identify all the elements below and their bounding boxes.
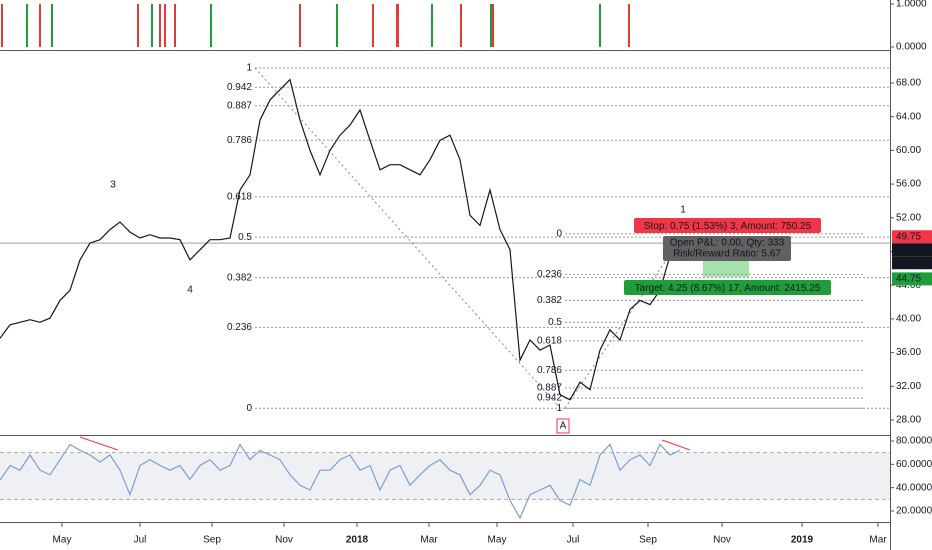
x-tick-label: Sep [639, 535, 657, 546]
wave-label: A [560, 421, 567, 432]
fib-label: 0 [556, 228, 562, 239]
wave-label: 3 [110, 180, 116, 191]
fib-label: 0.382 [227, 272, 252, 283]
y-tick-label: 56.00 [896, 179, 921, 190]
fib-label: 0.5 [548, 317, 562, 328]
fib-label: 0.236 [227, 322, 252, 333]
position-text: Stop: 0.75 (1.53%) 3, Amount: 750.25 [644, 221, 812, 232]
price-tag-label: 49.00 [896, 244, 921, 255]
fib-label: 0.382 [537, 295, 562, 306]
y-tick-label: 20.0000 [896, 506, 932, 517]
y-tick-label: 0.0000 [896, 42, 927, 53]
fib-label: 0 [246, 403, 252, 414]
position-box [663, 236, 791, 261]
fib-label: 0.618 [227, 191, 252, 202]
position-box [634, 218, 821, 233]
fib-label: 0.618 [537, 335, 562, 346]
x-tick-label: Mar [869, 535, 887, 546]
fib-label: 0.5 [238, 232, 252, 243]
price-line [0, 78, 681, 401]
fib-trend [564, 239, 681, 409]
fib-label: 0.236 [537, 269, 562, 280]
price-tag-label: 49.00 [896, 257, 921, 268]
x-tick-label: Jul [134, 535, 147, 546]
x-tick-label: May [488, 535, 507, 546]
x-tick-label: Jul [567, 535, 580, 546]
price-tag [892, 243, 932, 257]
divergence [79, 436, 119, 451]
position-text: Risk/Reward Ratio: 5.67 [673, 249, 781, 260]
fib-label: 0.942 [537, 393, 562, 404]
price-tag [892, 272, 932, 286]
fib-label: 0.786 [537, 365, 562, 376]
position-text: Open P&L: 0.00, Qty: 333 [670, 238, 785, 249]
fib-label: 1 [556, 403, 562, 414]
x-tick-label: Mar [420, 535, 438, 546]
y-tick-label: 1.0000 [896, 0, 927, 10]
x-tick-label: Sep [203, 535, 221, 546]
fib-label: 0.786 [227, 135, 252, 146]
wave-label: 4 [187, 285, 193, 296]
y-tick-label: 32.00 [896, 381, 921, 392]
y-tick-label: 64.00 [896, 111, 921, 122]
y-tick-label: 60.00 [896, 145, 921, 156]
target-zone [703, 258, 749, 277]
fib-label: 1 [246, 62, 252, 73]
x-tick-label: Nov [275, 535, 293, 546]
divergence [661, 439, 691, 451]
x-tick-label: 2018 [346, 535, 369, 546]
y-tick-label: 40.0000 [896, 482, 932, 493]
y-tick-label: 80.0000 [896, 436, 932, 447]
wave-box [556, 418, 570, 434]
rsi-band [0, 452, 890, 500]
y-tick-label: 36.00 [896, 347, 921, 358]
y-tick-label: 60.0000 [896, 459, 932, 470]
x-tick-label: 2019 [791, 535, 814, 546]
price-tag [892, 256, 932, 270]
x-tick-label: May [53, 535, 72, 546]
x-tick-label: Nov [713, 535, 731, 546]
fib-label: 0.942 [227, 82, 252, 93]
price-tag-label: 44.75 [896, 274, 921, 285]
y-tick-label: 52.00 [896, 212, 921, 223]
rsi-line [0, 443, 681, 520]
fib-trend [254, 67, 561, 409]
price-tag [892, 230, 932, 244]
fib-label: 0.887 [227, 100, 252, 111]
y-tick-label: 40.00 [896, 314, 921, 325]
fib-label: 0.887 [537, 383, 562, 394]
position-box [624, 280, 831, 295]
y-tick-label: 28.00 [896, 415, 921, 426]
position-text: Target: 4.25 (8.67%) 17, Amount: 2415.25 [635, 283, 821, 294]
price-tag-label: 49.75 [896, 231, 921, 242]
wave-label: 1 [680, 205, 686, 216]
y-tick-label: 68.00 [896, 78, 921, 89]
